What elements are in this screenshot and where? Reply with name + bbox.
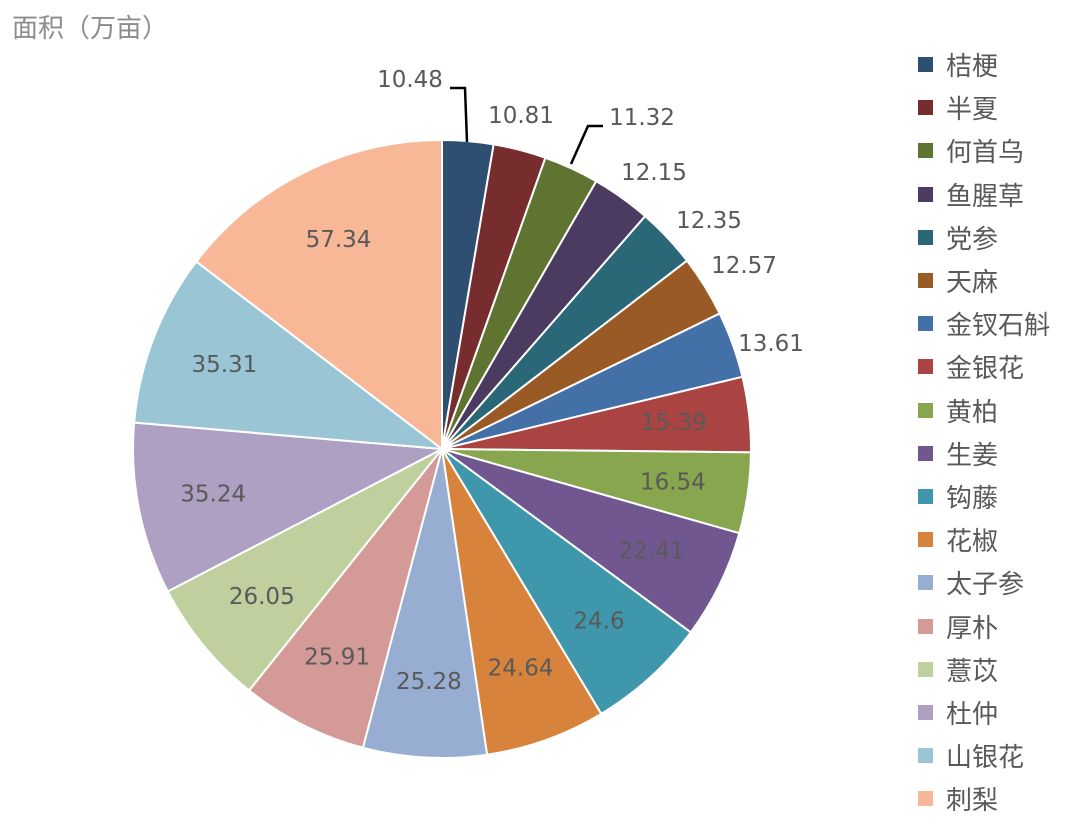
- leader-line-1: [450, 86, 469, 143]
- data-label-13: 25.28: [396, 669, 462, 695]
- legend-swatch: [918, 143, 933, 159]
- pie-slice-11: [441, 448, 693, 716]
- data-label-2: 10.81: [488, 103, 554, 129]
- legend-label: 金钗石斛: [946, 311, 1051, 342]
- data-label-9: 16.54: [640, 469, 706, 495]
- data-label-1: 10.48: [377, 67, 443, 93]
- legend-item: 鱼腥草: [918, 173, 1075, 216]
- legend-label: 黄柏: [946, 397, 999, 428]
- legend-label: 党参: [946, 224, 999, 255]
- legend-label: 薏苡: [946, 656, 999, 687]
- legend-swatch: [918, 488, 933, 504]
- legend-swatch: [918, 402, 933, 418]
- data-label-14: 25.91: [304, 644, 370, 670]
- legend-swatch: [918, 229, 933, 245]
- legend-label: 鱼腥草: [946, 181, 1025, 212]
- legend-label: 钩藤: [946, 483, 999, 514]
- legend-label: 金银花: [946, 354, 1025, 385]
- legend-item: 钩藤: [918, 475, 1075, 518]
- legend-item: 刺梨: [918, 777, 1075, 820]
- pie-slice-17: [133, 260, 446, 451]
- legend-label: 刺梨: [946, 786, 999, 817]
- legend-swatch: [918, 316, 933, 332]
- data-label-5: 12.35: [676, 208, 742, 234]
- legend-label: 花椒: [946, 527, 999, 558]
- pie-slice-15: [166, 448, 443, 692]
- legend-label: 半夏: [946, 95, 999, 126]
- legend-item: 金银花: [918, 345, 1075, 388]
- legend: 桔梗半夏何首乌鱼腥草党参天麻金钗石斛金银花黄柏生姜钩藤花椒太子参厚朴薏苡杜仲山银…: [918, 43, 1075, 820]
- legend-item: 半夏: [918, 86, 1075, 129]
- legend-swatch: [918, 186, 933, 202]
- data-label-11: 24.6: [573, 609, 624, 635]
- data-label-3: 11.32: [609, 105, 675, 131]
- legend-swatch: [918, 618, 933, 634]
- legend-label: 桔梗: [946, 52, 999, 83]
- legend-swatch: [918, 661, 933, 677]
- legend-swatch: [918, 748, 933, 764]
- legend-swatch: [918, 273, 933, 289]
- legend-label: 山银花: [946, 743, 1025, 774]
- data-label-6: 12.57: [711, 253, 777, 279]
- legend-swatch: [918, 532, 933, 548]
- legend-swatch: [918, 100, 933, 116]
- legend-label: 天麻: [946, 268, 999, 299]
- legend-swatch: [918, 445, 933, 461]
- legend-item: 天麻: [918, 259, 1075, 302]
- pie-slice-16: [132, 421, 446, 593]
- leader-line-3: [569, 124, 603, 165]
- data-label-4: 12.15: [621, 160, 687, 186]
- legend-item: 黄柏: [918, 389, 1075, 432]
- data-label-7: 13.61: [738, 331, 804, 357]
- legend-label: 杜仲: [946, 699, 999, 730]
- legend-item: 薏苡: [918, 648, 1075, 691]
- data-label-18: 57.34: [306, 227, 372, 253]
- data-label-17: 35.31: [191, 352, 257, 378]
- data-label-16: 35.24: [180, 482, 246, 508]
- legend-swatch: [918, 575, 933, 591]
- legend-swatch: [918, 57, 933, 73]
- leader-lines: [450, 86, 603, 165]
- legend-item: 厚朴: [918, 604, 1075, 647]
- legend-label: 何首乌: [946, 138, 1025, 169]
- legend-item: 何首乌: [918, 129, 1075, 172]
- data-label-12: 24.64: [488, 656, 554, 682]
- legend-swatch: [918, 359, 933, 375]
- legend-swatch: [918, 704, 933, 720]
- legend-item: 山银花: [918, 734, 1075, 777]
- legend-item: 金钗石斛: [918, 302, 1075, 345]
- legend-swatch: [918, 791, 933, 807]
- pie-slice-18: [194, 138, 443, 452]
- legend-label: 厚朴: [946, 613, 999, 644]
- legend-item: 花椒: [918, 518, 1075, 561]
- data-label-10: 22.41: [619, 539, 685, 565]
- legend-label: 生姜: [946, 440, 999, 471]
- legend-item: 党参: [918, 216, 1075, 259]
- pie-slice-12: [441, 448, 603, 756]
- pie-slice-13: [361, 448, 489, 759]
- data-labels: 10.48 10.81 11.32 12.15 12.35 12.57 13.61 15.39…: [180, 67, 804, 695]
- pie-slice-14: [247, 448, 443, 749]
- chart-title: 面积（万亩）: [12, 14, 169, 44]
- legend-item: 太子参: [918, 561, 1075, 604]
- legend-item: 桔梗: [918, 43, 1075, 86]
- pie-slices: [132, 138, 752, 759]
- legend-item: 生姜: [918, 432, 1075, 475]
- data-label-15: 26.05: [229, 584, 295, 610]
- data-label-8: 15.39: [641, 410, 707, 436]
- legend-label: 太子参: [946, 570, 1025, 601]
- legend-item: 杜仲: [918, 691, 1075, 734]
